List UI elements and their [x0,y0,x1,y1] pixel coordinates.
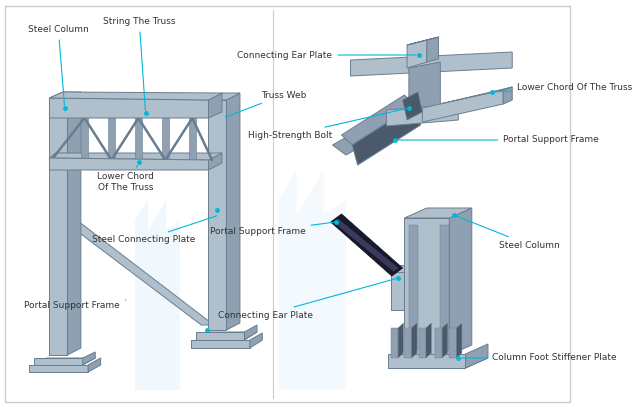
Polygon shape [34,358,83,365]
Text: Column Foot Stiffener Plate: Column Foot Stiffener Plate [461,353,617,362]
Polygon shape [227,93,240,330]
Text: Steel Column: Steel Column [28,25,89,105]
Polygon shape [83,352,95,365]
Polygon shape [419,328,426,358]
Polygon shape [407,37,438,45]
Polygon shape [391,265,404,272]
Polygon shape [398,323,403,358]
Text: Steel Connecting Plate: Steel Connecting Plate [92,216,216,244]
Polygon shape [213,215,236,325]
Polygon shape [404,218,449,355]
Polygon shape [409,225,418,350]
Polygon shape [67,92,81,355]
Polygon shape [442,323,447,358]
Text: String The Truss: String The Truss [103,18,175,110]
Polygon shape [191,340,250,348]
Text: Lower Chord Of The Truss: Lower Chord Of The Truss [495,84,632,93]
Polygon shape [29,365,88,372]
Text: Portal Support Frame: Portal Support Frame [210,222,333,237]
Polygon shape [331,214,403,276]
Polygon shape [403,92,422,120]
Polygon shape [135,99,142,161]
Polygon shape [422,90,503,122]
Polygon shape [278,170,346,390]
Polygon shape [189,100,196,162]
Polygon shape [196,332,257,340]
Polygon shape [404,328,412,358]
Polygon shape [108,99,115,161]
Polygon shape [387,104,458,126]
Polygon shape [56,215,214,325]
Polygon shape [412,323,417,358]
Polygon shape [88,358,100,372]
Polygon shape [49,98,209,118]
Polygon shape [503,87,512,104]
Polygon shape [49,92,222,100]
Polygon shape [465,344,488,368]
Polygon shape [49,98,67,355]
Polygon shape [81,98,88,160]
Polygon shape [427,37,438,62]
Polygon shape [209,93,222,118]
Polygon shape [440,225,449,350]
Polygon shape [162,100,169,162]
Polygon shape [135,200,180,390]
Polygon shape [391,328,398,358]
Polygon shape [209,100,227,330]
Polygon shape [196,332,244,340]
Polygon shape [333,107,413,155]
Polygon shape [422,87,512,108]
Polygon shape [342,95,415,145]
Text: Portal Support Frame: Portal Support Frame [24,300,126,310]
Polygon shape [49,92,81,98]
Text: Portal Support Frame: Portal Support Frame [398,135,599,144]
Text: Truss Web: Truss Web [225,91,306,117]
Polygon shape [49,153,222,160]
Polygon shape [388,358,488,368]
Text: Connecting Ear Plate: Connecting Ear Plate [218,279,396,319]
Polygon shape [351,52,512,76]
Polygon shape [449,328,456,358]
Text: Lower Chord
Of The Truss: Lower Chord Of The Truss [97,165,154,192]
Polygon shape [407,40,427,68]
Polygon shape [209,93,240,100]
Polygon shape [49,158,209,170]
Polygon shape [456,323,462,358]
Text: High-Strength Bolt: High-Strength Bolt [248,109,406,140]
Polygon shape [426,323,431,358]
Polygon shape [352,105,420,165]
Polygon shape [209,153,222,170]
Polygon shape [435,328,442,358]
Polygon shape [34,358,95,365]
Polygon shape [333,218,399,272]
Polygon shape [409,62,440,116]
Polygon shape [388,354,465,368]
Polygon shape [250,333,262,348]
Polygon shape [391,270,404,310]
Polygon shape [404,208,472,218]
Polygon shape [244,325,257,340]
Polygon shape [449,208,472,355]
Text: Connecting Ear Plate: Connecting Ear Plate [237,51,416,60]
Text: Steel Column: Steel Column [456,216,559,250]
